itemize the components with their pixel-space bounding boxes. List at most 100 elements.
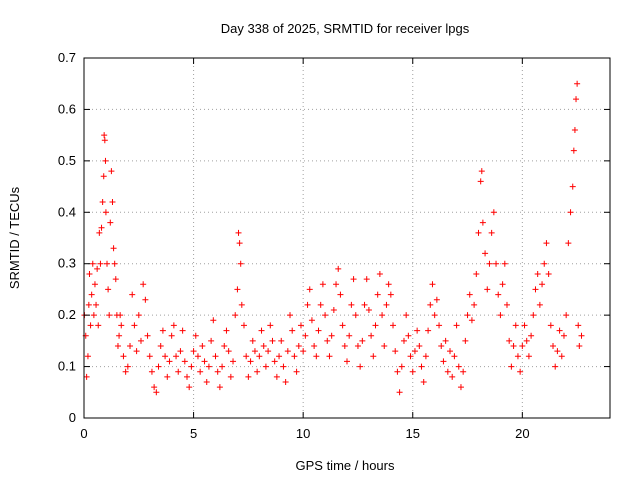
data-point bbox=[438, 343, 445, 349]
data-point bbox=[293, 368, 300, 375]
data-point bbox=[95, 322, 102, 329]
data-point bbox=[536, 301, 543, 308]
data-point bbox=[179, 327, 186, 334]
data-point bbox=[575, 322, 582, 329]
data-point bbox=[105, 286, 112, 293]
data-point bbox=[488, 229, 495, 236]
data-point bbox=[510, 343, 517, 349]
data-point bbox=[436, 322, 443, 329]
axis-ticks: 0 0.1 0.2 0.3 0.4 0.5 0.6 0.7 0 5 10 15 20 bbox=[58, 50, 610, 441]
data-point bbox=[567, 209, 574, 216]
data-point bbox=[155, 363, 162, 370]
data-point bbox=[576, 343, 583, 349]
data-point bbox=[237, 260, 244, 267]
data-point bbox=[291, 353, 298, 360]
data-point bbox=[129, 291, 136, 298]
data-point bbox=[216, 384, 223, 391]
data-point bbox=[258, 327, 265, 334]
data-point bbox=[107, 219, 114, 226]
y-tick-label: 0 bbox=[69, 410, 76, 425]
data-point bbox=[194, 353, 201, 360]
data-point bbox=[396, 389, 403, 396]
y-tick-label: 0.1 bbox=[58, 359, 76, 374]
data-point bbox=[111, 260, 118, 267]
data-point bbox=[495, 291, 502, 298]
data-point bbox=[541, 260, 548, 267]
data-point bbox=[93, 301, 100, 308]
data-point bbox=[98, 224, 105, 231]
data-point bbox=[238, 301, 245, 308]
data-point bbox=[247, 358, 254, 365]
data-point bbox=[101, 132, 108, 139]
data-point bbox=[271, 358, 278, 365]
data-point bbox=[203, 379, 210, 385]
data-point bbox=[478, 168, 485, 175]
data-point bbox=[477, 178, 484, 185]
data-point bbox=[333, 281, 340, 288]
data-point bbox=[319, 281, 326, 288]
data-point bbox=[411, 348, 418, 355]
data-point bbox=[390, 322, 397, 329]
data-points bbox=[81, 80, 585, 396]
data-point bbox=[565, 240, 572, 247]
data-point bbox=[86, 271, 93, 277]
data-point bbox=[102, 209, 109, 216]
data-point bbox=[455, 363, 462, 370]
data-point bbox=[100, 173, 107, 180]
data-point bbox=[232, 312, 239, 319]
data-point bbox=[330, 307, 337, 313]
data-point bbox=[219, 363, 226, 370]
data-point bbox=[265, 348, 272, 355]
data-point bbox=[449, 373, 456, 380]
data-point bbox=[168, 332, 175, 339]
data-point bbox=[359, 337, 366, 344]
data-point bbox=[205, 363, 212, 370]
data-point bbox=[405, 332, 412, 339]
data-point bbox=[512, 322, 519, 329]
data-point bbox=[162, 353, 169, 360]
data-point bbox=[287, 312, 294, 319]
data-point bbox=[90, 312, 97, 319]
data-point bbox=[348, 301, 355, 308]
data-point bbox=[571, 127, 578, 133]
data-point bbox=[473, 271, 480, 277]
data-point bbox=[416, 343, 423, 349]
data-point bbox=[227, 373, 234, 380]
data-point bbox=[368, 332, 375, 339]
data-point bbox=[254, 368, 261, 375]
data-point bbox=[308, 317, 315, 324]
data-point bbox=[85, 301, 92, 308]
data-point bbox=[422, 353, 429, 360]
data-point bbox=[530, 312, 537, 319]
x-tick-label: 5 bbox=[190, 426, 197, 441]
data-point bbox=[414, 327, 421, 334]
data-point bbox=[300, 348, 307, 355]
data-point bbox=[118, 322, 125, 329]
data-point bbox=[328, 332, 335, 339]
data-point bbox=[471, 301, 478, 308]
data-point bbox=[563, 312, 570, 319]
data-point bbox=[431, 312, 438, 319]
data-point bbox=[354, 343, 361, 349]
data-point bbox=[453, 322, 460, 329]
data-point bbox=[199, 343, 206, 349]
data-point bbox=[212, 353, 219, 360]
data-point bbox=[210, 317, 217, 324]
y-tick-label: 0.5 bbox=[58, 153, 76, 168]
data-point bbox=[523, 337, 530, 344]
data-point bbox=[460, 368, 467, 375]
data-point bbox=[96, 229, 103, 236]
data-point bbox=[578, 332, 585, 339]
data-point bbox=[91, 281, 98, 288]
data-point bbox=[135, 312, 142, 319]
data-point bbox=[173, 353, 180, 360]
data-point bbox=[223, 327, 230, 334]
data-point bbox=[365, 307, 372, 313]
data-point bbox=[221, 343, 228, 349]
y-tick-label: 0.7 bbox=[58, 50, 76, 65]
data-point bbox=[457, 384, 464, 391]
data-point bbox=[545, 271, 552, 277]
data-point bbox=[372, 322, 379, 329]
data-point bbox=[214, 368, 221, 375]
data-point bbox=[493, 260, 500, 267]
